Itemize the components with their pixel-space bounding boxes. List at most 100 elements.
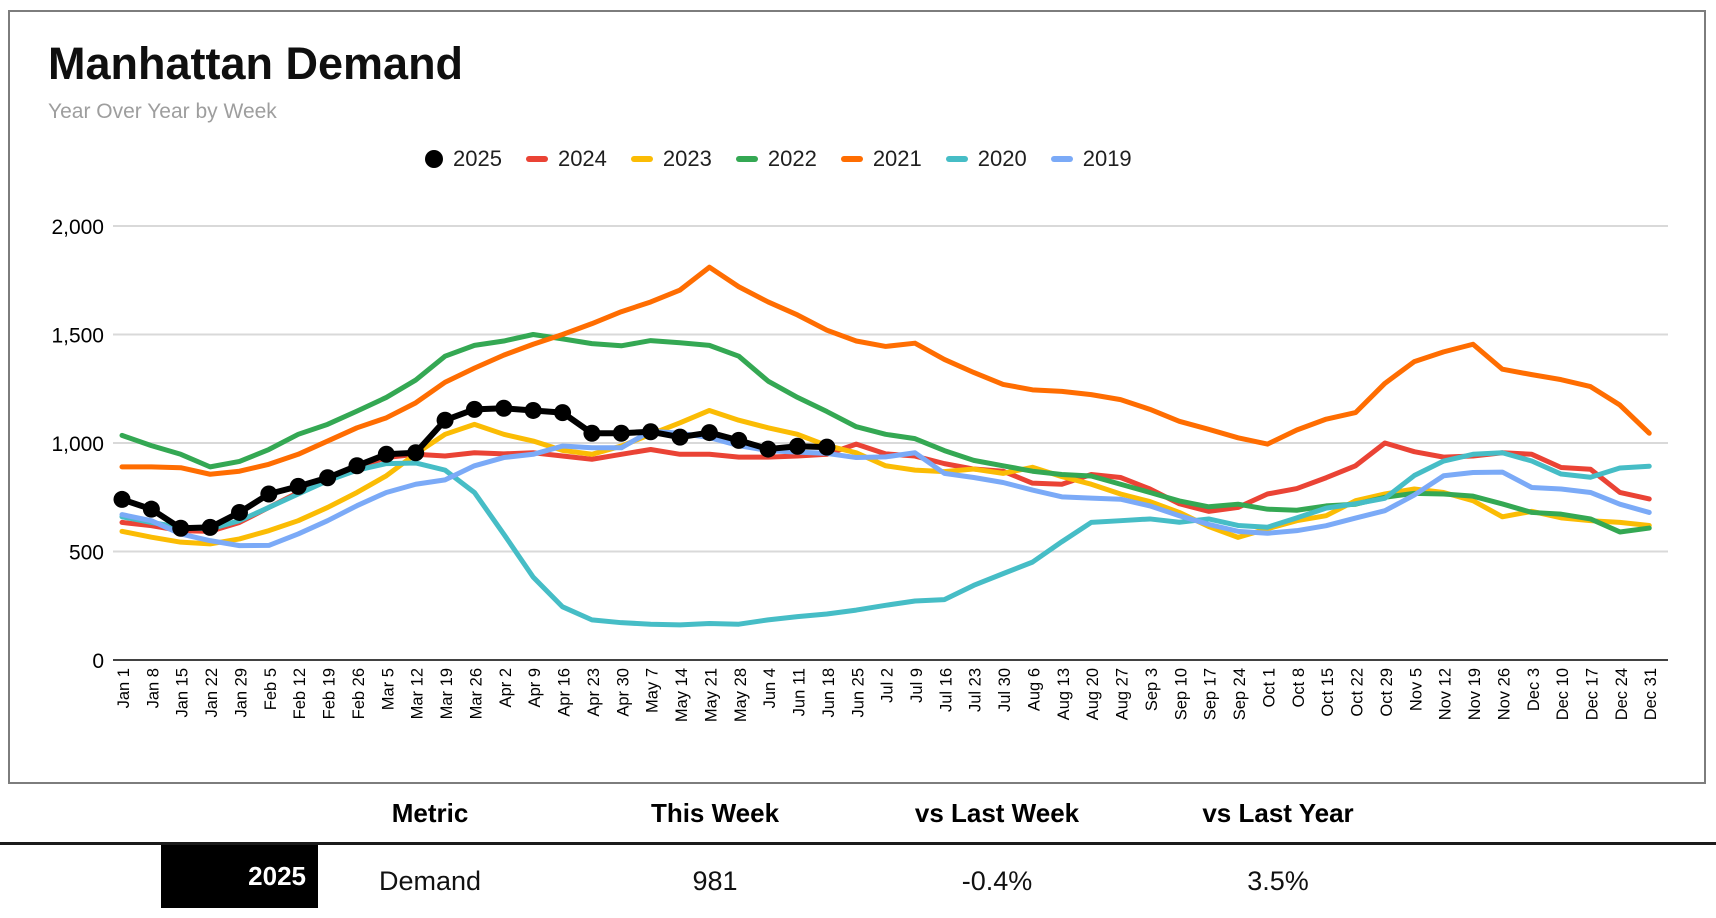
x-axis-tick-label: Apr 23 [585, 668, 603, 717]
summary-table: Metric This Week vs Last Week vs Last Ye… [0, 786, 1716, 918]
table-header-this-week: This Week [650, 798, 780, 828]
legend-item-2022[interactable]: 2022 [735, 146, 817, 172]
y-axis-tick-label: 0 [92, 650, 104, 673]
table-cell-metric: Demand [378, 866, 482, 896]
legend-dash-icon [945, 156, 968, 162]
legend-item-2023[interactable]: 2023 [630, 146, 712, 172]
legend-label: 2024 [557, 146, 607, 171]
x-axis-tick-label: Jul 2 [879, 668, 897, 703]
y-axis-tick-label: 1,000 [51, 433, 104, 456]
chart-legend: 2025 2024 2023 2022 2021 2020 2019 [425, 146, 1132, 172]
series-point-2025 [172, 519, 190, 537]
x-axis-tick-label: Mar 12 [409, 668, 427, 719]
legend-dash-icon [735, 156, 758, 162]
table-header-vs-last-year: vs Last Year [1202, 798, 1354, 828]
series-point-2025 [465, 400, 483, 418]
x-axis-tick-label: May 21 [702, 668, 720, 722]
x-axis-tick-label: Nov 12 [1437, 668, 1455, 720]
x-axis-tick-label: Mar 26 [467, 668, 485, 719]
x-axis-tick-label: Jul 9 [908, 668, 926, 703]
x-axis-tick-label: Jul 30 [996, 668, 1014, 712]
series-point-2025 [554, 404, 572, 422]
y-axis-tick-label: 2,000 [51, 216, 104, 239]
x-axis-tick-label: Oct 29 [1378, 668, 1396, 717]
x-axis-tick-label: Nov 5 [1407, 668, 1425, 711]
series-point-2025 [700, 424, 718, 442]
series-point-2025 [583, 424, 601, 442]
legend-item-2025[interactable]: 2025 [425, 146, 502, 172]
legend-label: 2025 [453, 146, 502, 171]
legend-circle-icon [425, 150, 443, 168]
legend-dash-icon [525, 156, 548, 162]
year-chip: 2025 [161, 845, 318, 908]
legend-dash-icon [1050, 156, 1073, 162]
x-axis-tick-label: Apr 30 [614, 668, 632, 717]
x-axis-tick-label: Jun 25 [849, 668, 867, 718]
series-point-2025 [348, 457, 366, 475]
x-axis-tick-label: Feb 5 [262, 668, 280, 710]
table-header-metric: Metric [391, 798, 469, 828]
x-axis-tick-label: Jan 15 [174, 668, 192, 718]
x-axis-tick-label: Jun 4 [761, 668, 779, 708]
x-axis-tick-label: Sep 17 [1202, 668, 1220, 720]
page-title: Manhattan Demand [48, 38, 464, 89]
legend-label: 2023 [662, 146, 712, 171]
x-axis-tick-label: Jul 16 [937, 668, 955, 712]
series-point-2025 [495, 399, 513, 417]
x-axis-tick-label: Dec 17 [1584, 668, 1602, 720]
x-axis-tick-label: May 14 [673, 668, 691, 722]
table-header-vs-last-week: vs Last Week [914, 798, 1080, 828]
series-point-2025 [671, 428, 689, 446]
year-chip-label: 2025 [248, 861, 306, 891]
table-header-divider [0, 842, 1716, 845]
legend-label: 2022 [767, 146, 817, 171]
x-axis-tick-label: Jan 29 [232, 668, 250, 718]
series-point-2025 [377, 445, 395, 463]
x-axis-tick-label: Sep 24 [1231, 668, 1249, 720]
table-cell-this-week: 981 [692, 866, 738, 896]
series-point-2025 [759, 440, 777, 458]
legend-item-2024[interactable]: 2024 [525, 146, 607, 172]
y-axis-tick-label: 1,500 [51, 325, 104, 348]
table-cell-vs-last-week: -0.4% [961, 866, 1033, 896]
page-subtitle: Year Over Year by Week [48, 100, 277, 123]
series-line-2020 [119, 450, 1652, 628]
series-line-2019 [119, 428, 1652, 549]
x-axis-tick-label: Aug 20 [1084, 668, 1102, 720]
series-point-2025 [436, 411, 454, 429]
x-axis-tick-label: Apr 9 [526, 668, 544, 707]
x-axis-tick-label: Aug 27 [1114, 668, 1132, 720]
series-point-2025 [407, 444, 425, 462]
x-axis-tick-label: Dec 10 [1554, 668, 1572, 720]
x-axis-tick-label: Jun 18 [820, 668, 838, 718]
table-cell-vs-last-year: 3.5% [1247, 866, 1309, 896]
chart-plot-area[interactable]: 0 500 1,000 1,500 2,000 Jan 1 Jan 8 Jan 15 Jan 2… [0, 0, 1716, 786]
x-axis-tick-label: Dec 31 [1642, 668, 1660, 720]
x-axis-tick-label: Mar 5 [379, 668, 397, 710]
legend-item-2021[interactable]: 2021 [840, 146, 922, 172]
x-axis-tick-label: Sep 10 [1172, 668, 1190, 720]
legend-item-2019[interactable]: 2019 [1050, 146, 1132, 172]
x-axis-tick-label: Apr 2 [497, 668, 515, 707]
legend-label: 2021 [872, 146, 922, 171]
series-point-2025 [113, 490, 131, 508]
x-axis-tick-label: Aug 6 [1025, 668, 1043, 711]
x-axis-tick-label: Jan 1 [115, 668, 133, 708]
x-axis-tick-label: Dec 3 [1525, 668, 1543, 711]
x-axis-tick-label: Oct 15 [1319, 668, 1337, 717]
legend-item-2020[interactable]: 2020 [945, 146, 1027, 172]
series-point-2025 [818, 438, 836, 456]
x-axis-tick-label: Aug 13 [1055, 668, 1073, 720]
x-axis-tick-label: Dec 24 [1613, 668, 1631, 720]
x-axis-tick-label: Feb 26 [350, 668, 368, 719]
series-point-2025 [289, 477, 307, 495]
x-axis-tick-label: Mar 19 [438, 668, 456, 719]
series-point-2025 [524, 401, 542, 419]
x-axis-tick-label: Jun 11 [791, 668, 809, 716]
x-axis-tick-label: Nov 26 [1495, 668, 1513, 720]
series-point-2025 [789, 437, 807, 455]
x-axis-tick-label: Jan 8 [144, 668, 162, 708]
series-point-2025 [230, 503, 248, 521]
x-axis-tick-label: Feb 12 [291, 668, 309, 719]
